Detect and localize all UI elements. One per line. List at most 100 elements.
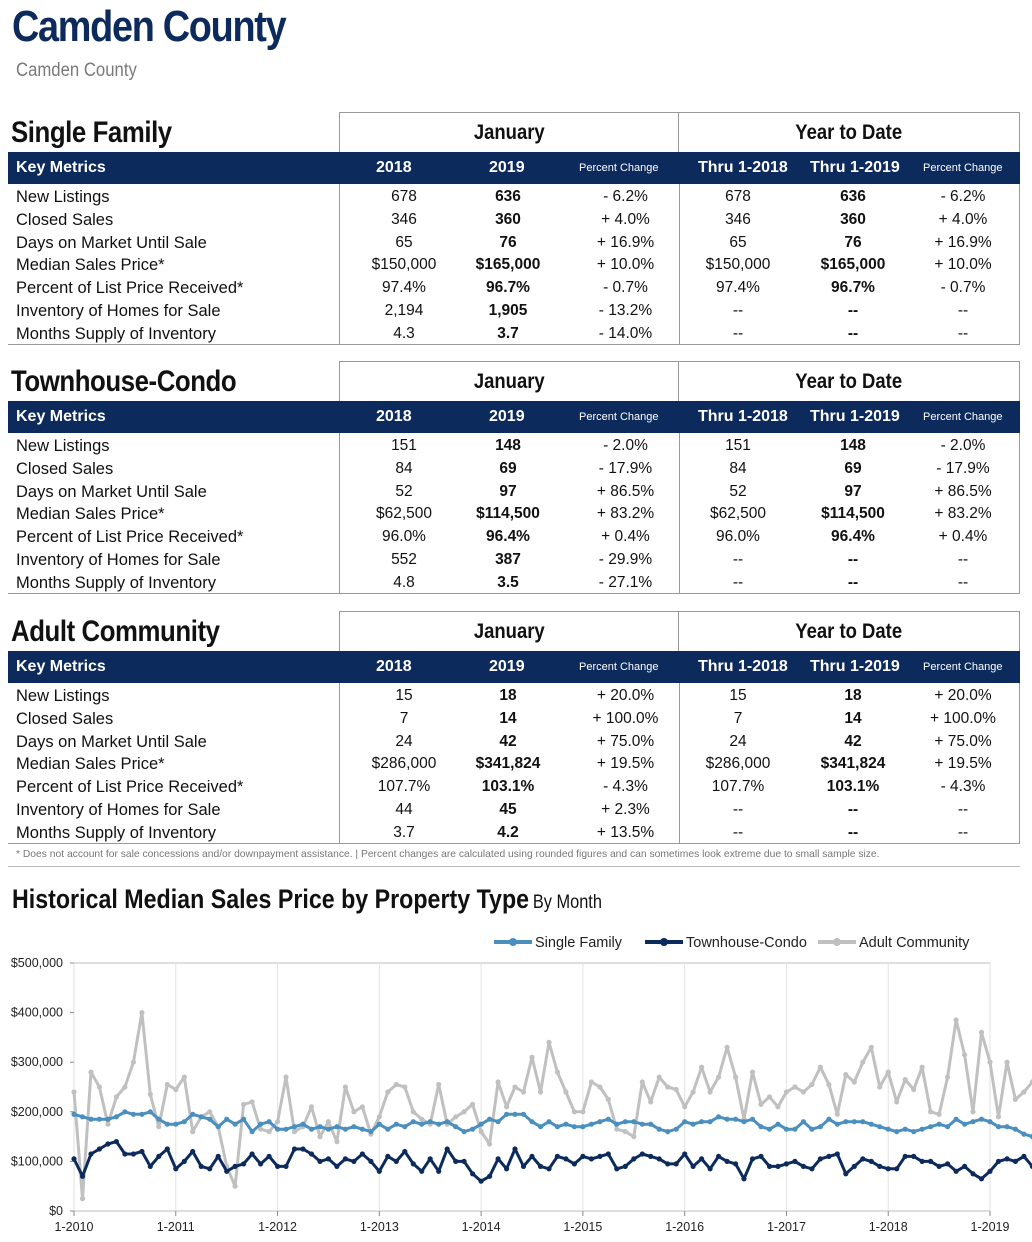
data-point-single-family	[639, 1121, 645, 1127]
section-rule	[8, 344, 339, 345]
x-tick-label: 1-2012	[258, 1220, 297, 1234]
cell-pct: + 83.2%	[596, 505, 655, 523]
cell-ytdpct: --	[957, 324, 969, 342]
data-point-townhouse-condo	[749, 1156, 756, 1162]
data-point-single-family	[1021, 1131, 1027, 1137]
data-point-townhouse-condo	[792, 1158, 798, 1164]
data-point-townhouse-condo	[393, 1158, 399, 1164]
data-point-townhouse-condo	[529, 1153, 535, 1159]
cell-pct: + 4.0%	[601, 210, 650, 228]
table-body: New Listings 678 636 - 6.2% 678 636 - 6.2% Clo…	[8, 184, 1020, 344]
table-row: Months Supply of Inventory 4.8 3.5 - 27.1% -…	[8, 572, 1020, 595]
data-point-townhouse-condo	[962, 1163, 968, 1169]
data-point-townhouse-condo	[665, 1161, 671, 1167]
cell-v2018: $62,500	[375, 505, 433, 523]
header-thru-2019: Thru 1-2019	[810, 159, 900, 176]
data-point-single-family	[1029, 1134, 1032, 1140]
data-point-single-family	[147, 1109, 153, 1115]
data-point-townhouse-condo	[275, 1163, 281, 1169]
data-point-single-family	[987, 1119, 993, 1125]
median-price-chart: 1-2010 1-2011 1-2012 1-2013 1-2014 1-2015 1-20…	[11, 935, 1032, 1234]
data-point-adult-community	[529, 1054, 535, 1060]
cell-v2019: $114,500	[476, 505, 540, 523]
x-tick-label: 1-2014	[462, 1220, 501, 1234]
data-point-townhouse-condo	[113, 1139, 119, 1145]
data-point-adult-community	[605, 1096, 611, 1102]
header-ytd-percent-change: Percent Change	[923, 162, 1003, 174]
data-point-adult-community	[580, 1109, 586, 1115]
data-point-adult-community	[283, 1074, 289, 1080]
header-thru-2018: Thru 1-2018	[698, 408, 788, 425]
cell-ytdpct: + 20.0%	[934, 687, 992, 704]
cell-ytd2019: --	[847, 823, 859, 841]
table-row: New Listings 678 636 - 6.2% 678 636 - 6.2%	[8, 186, 1020, 209]
data-point-adult-community	[851, 1079, 857, 1085]
data-point-adult-community	[164, 1081, 170, 1088]
metric-label: Percent of List Price Received*	[16, 528, 244, 547]
data-point-townhouse-condo	[987, 1168, 993, 1174]
data-point-adult-community	[911, 1086, 917, 1093]
data-point-townhouse-condo	[96, 1146, 102, 1152]
cell-ytd2019: 18	[844, 687, 862, 704]
data-point-townhouse-condo	[978, 1176, 985, 1182]
x-tick-label: 1-2010	[55, 1220, 94, 1234]
data-point-adult-community	[393, 1081, 399, 1088]
cell-pct: + 10.0%	[596, 256, 655, 274]
data-point-townhouse-condo	[181, 1158, 187, 1164]
data-point-single-family	[317, 1124, 323, 1130]
data-point-townhouse-condo	[232, 1163, 238, 1169]
cell-ytdpct: - 4.3%	[940, 778, 986, 796]
header-2018: 2018	[376, 159, 412, 176]
data-point-single-family	[113, 1114, 119, 1120]
plot-area	[73, 962, 991, 1212]
data-point-townhouse-condo	[546, 1166, 552, 1172]
data-point-single-family	[631, 1119, 637, 1125]
data-point-single-family	[741, 1119, 747, 1125]
data-point-townhouse-condo	[953, 1168, 959, 1174]
legend-marker	[660, 938, 668, 946]
data-point-adult-community	[733, 1074, 739, 1080]
data-point-adult-community	[588, 1079, 595, 1085]
data-point-single-family	[945, 1124, 951, 1130]
data-point-single-family	[580, 1124, 586, 1130]
data-point-adult-community	[147, 1091, 153, 1097]
metric-label: Median Sales Price*	[16, 256, 165, 275]
cell-ytd2018: 24	[729, 732, 747, 750]
data-point-single-family	[258, 1121, 264, 1127]
cell-ytd2019: $341,824	[820, 755, 886, 773]
table-row: Days on Market Until Sale 65 76 + 16.9% 65 76…	[8, 232, 1020, 255]
data-point-adult-community	[919, 1064, 925, 1070]
data-point-single-family	[224, 1116, 230, 1122]
data-point-townhouse-condo	[410, 1161, 416, 1167]
cell-v2018: 4.3	[393, 324, 415, 342]
data-point-single-family	[928, 1124, 934, 1130]
data-point-townhouse-condo	[207, 1166, 213, 1172]
data-point-townhouse-condo	[724, 1158, 730, 1164]
data-point-adult-community	[512, 1084, 518, 1090]
data-point-townhouse-condo	[639, 1151, 645, 1157]
data-point-single-family	[156, 1116, 162, 1122]
cell-pct: + 75.0%	[596, 732, 655, 750]
data-point-townhouse-condo	[826, 1153, 832, 1159]
data-point-townhouse-condo	[631, 1156, 637, 1162]
data-point-single-family	[995, 1124, 1002, 1130]
x-tick-label: 1-2016	[665, 1220, 704, 1234]
cell-v2018: 7	[399, 709, 409, 727]
data-point-single-family	[385, 1126, 391, 1132]
chart-title: Historical Median Sales Price by Propert…	[12, 884, 602, 915]
metric-label: Closed Sales	[16, 709, 114, 728]
data-point-townhouse-condo	[122, 1151, 128, 1157]
table-row: New Listings 15 18 + 20.0% 15 18 + 20.0%	[8, 685, 1020, 708]
data-point-single-family	[359, 1126, 365, 1132]
data-point-adult-community	[724, 1044, 730, 1050]
section-rule	[8, 593, 339, 594]
cell-v2018: 44	[395, 801, 413, 818]
cell-v2019: 97	[499, 482, 517, 500]
table-row: Median Sales Price* $286,000 $341,824 + 19.…	[8, 753, 1020, 776]
cell-ytd2019: --	[847, 801, 859, 818]
data-point-adult-community	[546, 1039, 552, 1045]
cell-ytd2018: --	[732, 551, 744, 568]
data-point-single-family	[300, 1121, 306, 1127]
table-row: Percent of List Price Received* 96.0% 96.4…	[8, 526, 1020, 549]
metric-label: New Listings	[16, 687, 110, 705]
